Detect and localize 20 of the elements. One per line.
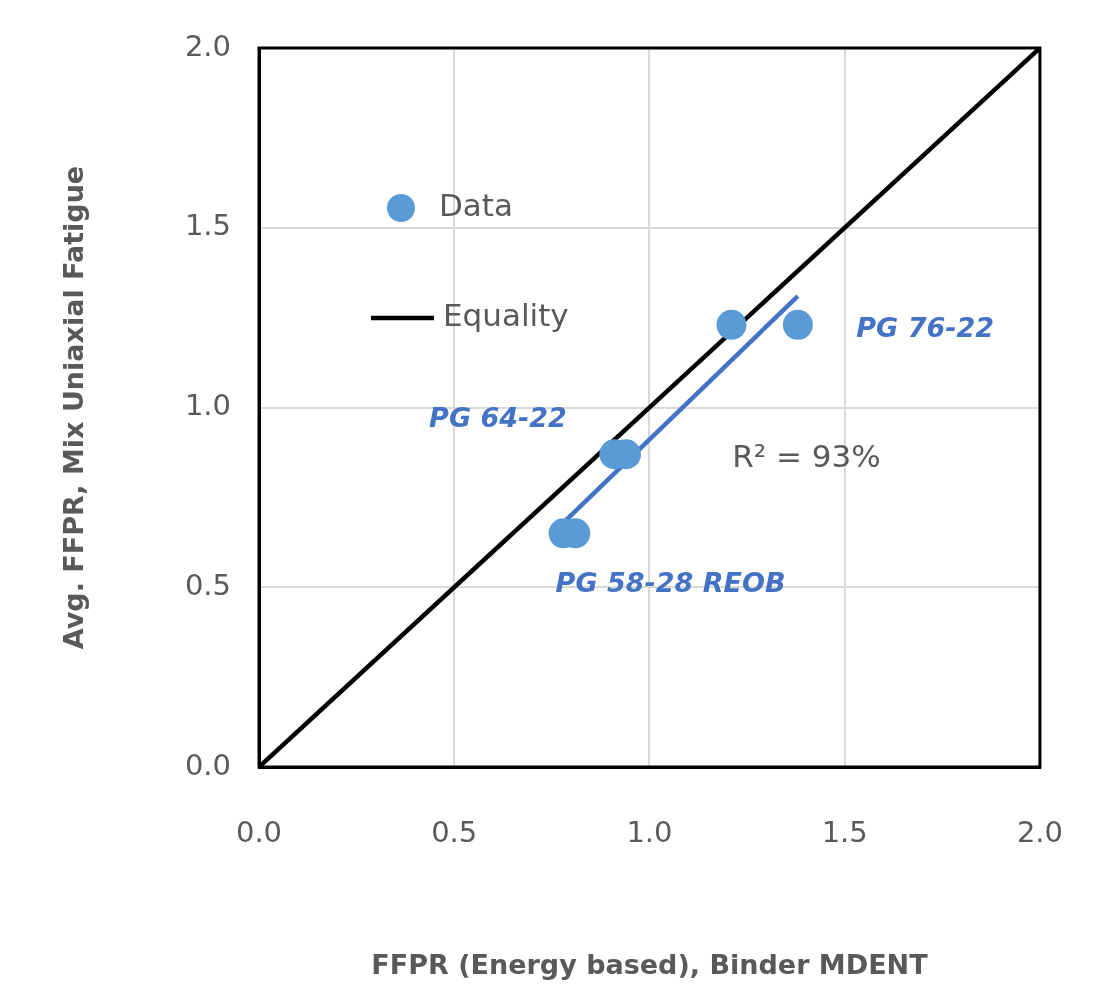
y-tick-label: 0.5	[184, 567, 231, 602]
legend-label: Data	[439, 187, 514, 224]
y-tick-label: 1.0	[184, 388, 231, 423]
point	[716, 309, 747, 340]
y-tick-label: 2.0	[184, 28, 231, 63]
x-tick-label: 1.0	[626, 814, 673, 849]
y-tick-label: 1.5	[184, 208, 231, 243]
annotation: PG 64-22	[429, 401, 567, 433]
y-tick-label: 0.0	[184, 747, 231, 782]
point	[782, 309, 813, 340]
x-axis-title: FFPR (Energy based), Binder MDENT	[371, 948, 929, 980]
annotation: PG 58-28 REOB	[555, 567, 786, 599]
x-tick-label: 2.0	[1016, 814, 1063, 849]
legend-label: Equality	[443, 297, 569, 334]
y-axis-title: Avg. FFPR, Mix Uniaxial Fatigue	[58, 165, 90, 650]
x-tick-label: 0.0	[235, 814, 283, 849]
x-tick-label: 0.5	[431, 814, 478, 849]
annotation: PG 76-22	[856, 311, 994, 343]
x-tick-label: 1.5	[821, 814, 868, 849]
annotation: R² = 93%	[732, 438, 881, 475]
